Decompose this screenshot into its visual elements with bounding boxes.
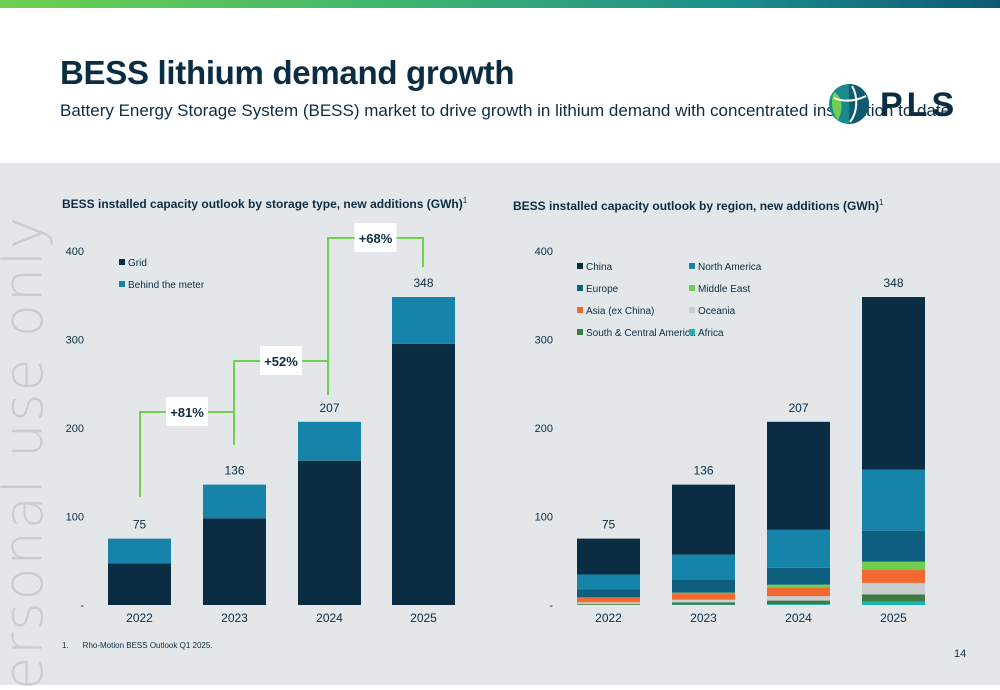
bar-segment-middle-east-2023 (672, 593, 735, 594)
y-tick-label: 400 (535, 246, 553, 258)
legend-label: China (586, 262, 613, 273)
bar-segment-china-2025 (862, 297, 925, 470)
bar-segment-china-2022 (577, 539, 640, 575)
total-data-label: 348 (883, 276, 903, 290)
bar-segment-europe-2025 (862, 531, 925, 562)
bar-segment-africa-2025 (862, 601, 925, 605)
legend-label: Asia (ex China) (586, 306, 654, 317)
x-tick-label: 2025 (880, 611, 907, 625)
bar-segment-oceania-2023 (672, 600, 735, 603)
legend-swatch (689, 307, 695, 313)
legend-label: Europe (586, 284, 619, 295)
legend-swatch (577, 307, 583, 313)
bar-segment-oceania-2024 (767, 596, 830, 600)
bar-segment-south-central-america-2025 (862, 594, 925, 601)
bar-segment-middle-east-2025 (862, 562, 925, 570)
legend-swatch (689, 285, 695, 291)
bar-segment-north-america-2024 (767, 530, 830, 568)
legend-swatch (577, 263, 583, 269)
bar-segment-europe-2023 (672, 579, 735, 592)
bar-segment-asia-ex-china--2025 (862, 570, 925, 583)
legend-label: Africa (698, 328, 724, 339)
total-data-label: 136 (693, 464, 713, 478)
bar-segment-north-america-2025 (862, 470, 925, 531)
bar-segment-africa-2024 (767, 604, 830, 605)
legend-swatch (689, 329, 695, 335)
x-tick-label: 2023 (690, 611, 717, 625)
legend-label: Oceania (698, 306, 736, 317)
bar-segment-asia-ex-china--2022 (577, 598, 640, 602)
legend-label: North America (698, 262, 762, 273)
bar-segment-south-central-america-2023 (672, 602, 735, 604)
legend-swatch (577, 329, 583, 335)
bar-segment-asia-ex-china--2024 (767, 587, 830, 596)
y-tick-label: 200 (535, 423, 553, 435)
bar-segment-asia-ex-china--2023 (672, 593, 735, 599)
bar-segment-europe-2024 (767, 568, 830, 585)
x-tick-label: 2024 (785, 611, 812, 625)
bar-segment-north-america-2023 (672, 555, 735, 580)
y-tick-label: 300 (535, 335, 553, 347)
y-tick-label: 100 (535, 512, 553, 524)
legend-swatch (689, 263, 695, 269)
total-data-label: 207 (788, 401, 808, 415)
bar-segment-europe-2022 (577, 590, 640, 598)
bar-segment-south-central-america-2024 (767, 601, 830, 605)
legend-swatch (577, 285, 583, 291)
bar-segment-south-central-america-2022 (577, 604, 640, 605)
bar-segment-oceania-2025 (862, 583, 925, 595)
page-number: 14 (954, 648, 966, 660)
footnote: 1.Rho-Motion BESS Outlook Q1 2025. (62, 641, 227, 650)
bar-segment-china-2024 (767, 422, 830, 530)
total-data-label: 75 (602, 518, 616, 532)
x-tick-label: 2022 (595, 611, 622, 625)
bar-segment-north-america-2022 (577, 574, 640, 589)
legend-label: South & Central America (586, 328, 696, 339)
bar-segment-china-2023 (672, 485, 735, 555)
bar-segment-middle-east-2024 (767, 585, 830, 588)
y-tick-label: - (549, 600, 553, 612)
legend-label: Middle East (698, 284, 750, 295)
bar-segment-oceania-2022 (577, 602, 640, 604)
